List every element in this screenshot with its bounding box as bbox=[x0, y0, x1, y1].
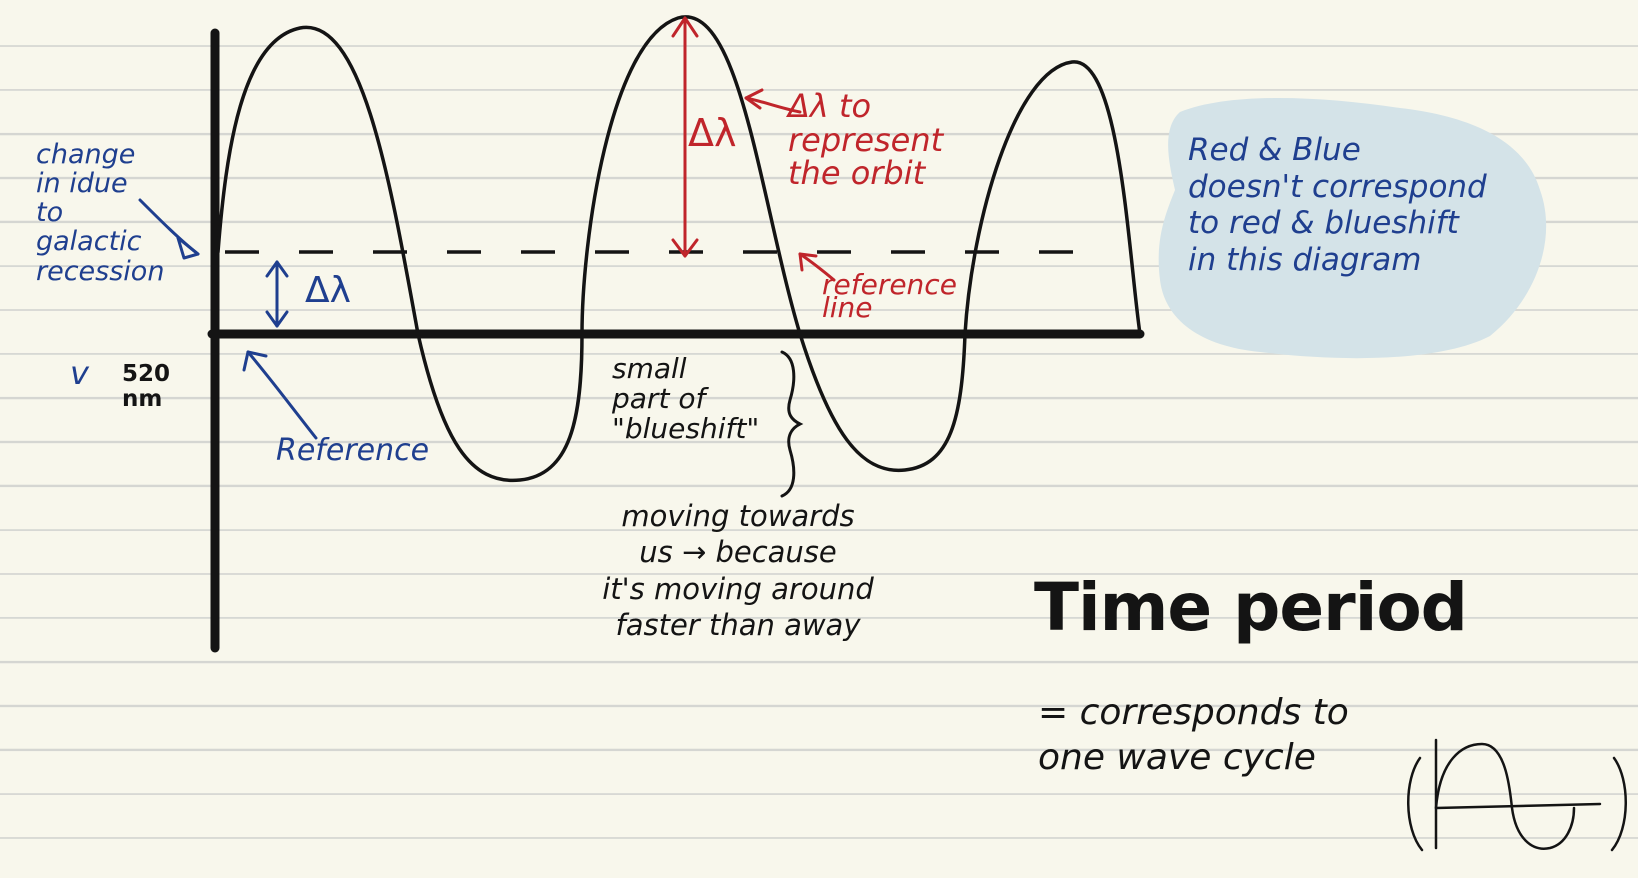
time-period-title: Time period bbox=[1034, 569, 1468, 646]
wavelength-value: 520 nm bbox=[122, 361, 171, 413]
reference-label: Reference bbox=[276, 433, 430, 468]
blueshift-note: small part of "blueshift" bbox=[612, 352, 760, 446]
moving-towards-note: moving towards us → because it's moving … bbox=[602, 499, 874, 642]
reference-line-arrow bbox=[798, 252, 836, 282]
highlight-blob bbox=[1158, 98, 1547, 359]
delta-lambda-blue-label: Δλ bbox=[305, 270, 351, 311]
time-period-description: = corresponds to one wave cycle bbox=[1038, 692, 1349, 778]
galactic-arrow bbox=[138, 198, 200, 260]
represent-orbit-note: Δλ to represent the orbit bbox=[788, 87, 944, 193]
reference-arrow bbox=[242, 350, 318, 440]
color-disclaimer-note: Red & Blue doesn't correspond to red & b… bbox=[1188, 132, 1487, 278]
wave-curve bbox=[216, 15, 1142, 483]
delta-lambda-arrow-blue bbox=[265, 260, 289, 328]
delta-lambda-arrow-red bbox=[671, 16, 699, 258]
orbit-arrow bbox=[744, 88, 802, 114]
v-mark: v bbox=[70, 354, 90, 392]
blueshift-brace bbox=[780, 350, 804, 498]
wave-cycle-sketch bbox=[1407, 738, 1627, 852]
reference-line-label: reference line bbox=[822, 268, 957, 324]
delta-lambda-red-label: Δλ bbox=[688, 111, 737, 155]
galactic-recession-note: change in idue to galactic recession bbox=[36, 139, 165, 287]
